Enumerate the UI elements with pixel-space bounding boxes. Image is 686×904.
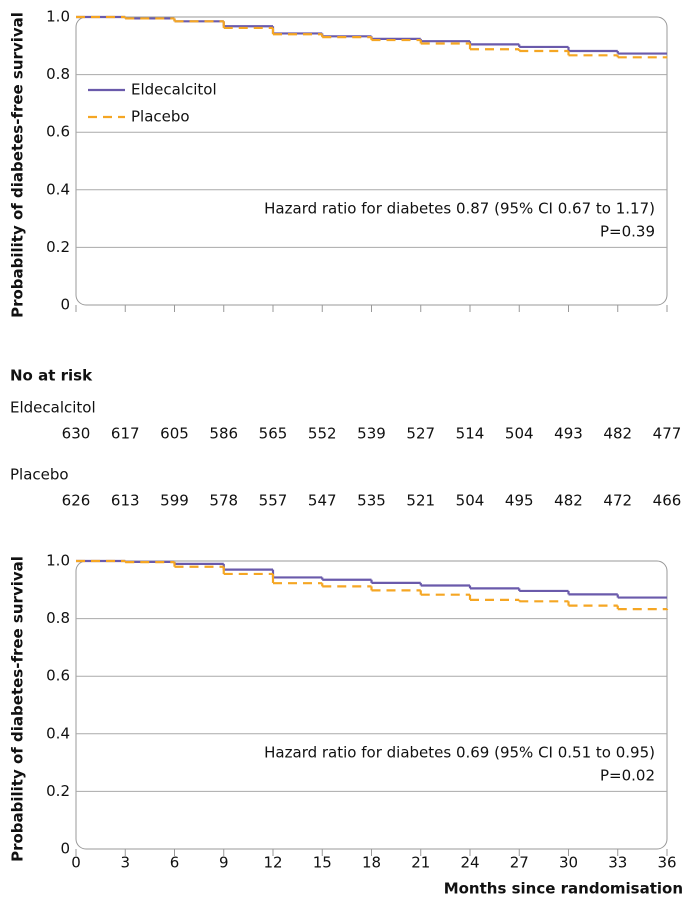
risk-count: 482 <box>603 425 632 443</box>
y-tick-label: 0 <box>60 840 70 858</box>
risk-count: 477 <box>653 425 682 443</box>
plot-frame <box>75 16 668 306</box>
risk-count: 557 <box>259 492 288 510</box>
risk-count: 495 <box>505 492 534 510</box>
risk-count: 539 <box>357 425 386 443</box>
risk-title: No at risk <box>10 367 93 385</box>
y-tick-label: 1.0 <box>46 8 70 26</box>
x-tick-label: 9 <box>219 854 229 872</box>
risk-count: 504 <box>456 492 485 510</box>
x-tick-label: 30 <box>559 854 578 872</box>
y-tick-label: 0.2 <box>46 238 70 256</box>
x-tick-label: 6 <box>170 854 180 872</box>
annotation: P=0.02 <box>600 767 655 785</box>
risk-count: 605 <box>160 425 189 443</box>
risk-count: 617 <box>111 425 140 443</box>
risk-count: 466 <box>653 492 682 510</box>
y-tick-label: 0 <box>60 296 70 314</box>
legend-label: Placebo <box>131 108 190 126</box>
y-tick-label: 0.8 <box>46 609 70 627</box>
y-tick-label: 0.4 <box>46 180 70 198</box>
y-axis-title: Probability of diabetes-free survival <box>9 556 27 862</box>
y-tick-label: 0.6 <box>46 667 70 685</box>
y-tick-label: 0.4 <box>46 724 70 742</box>
y-tick-label: 0.6 <box>46 123 70 141</box>
x-tick-label: 36 <box>657 854 676 872</box>
risk-count: 535 <box>357 492 386 510</box>
risk-count: 586 <box>209 425 238 443</box>
risk-count: 504 <box>505 425 534 443</box>
annotation: Hazard ratio for diabetes 0.69 (95% CI 0… <box>264 744 655 762</box>
x-tick-label: 18 <box>362 854 381 872</box>
legend-label: Eldecalcitol <box>131 81 217 99</box>
annotation: Hazard ratio for diabetes 0.87 (95% CI 0… <box>264 200 655 218</box>
y-tick-label: 0.2 <box>46 782 70 800</box>
risk-count: 552 <box>308 425 337 443</box>
x-axis-title: Months since randomisation <box>444 880 683 898</box>
x-tick-label: 12 <box>263 854 282 872</box>
risk-row-name: Placebo <box>10 466 69 484</box>
risk-count: 493 <box>554 425 583 443</box>
x-tick-label: 24 <box>460 854 479 872</box>
y-axis-title: Probability of diabetes-free survival <box>9 12 27 318</box>
x-tick-label: 15 <box>313 854 332 872</box>
x-tick-label: 3 <box>120 854 130 872</box>
y-tick-label: 1.0 <box>46 552 70 570</box>
risk-count: 599 <box>160 492 189 510</box>
annotation: P=0.39 <box>600 223 655 241</box>
risk-count: 482 <box>554 492 583 510</box>
x-tick-label: 21 <box>411 854 430 872</box>
risk-count: 527 <box>406 425 435 443</box>
x-tick-label: 27 <box>510 854 529 872</box>
risk-count: 613 <box>111 492 140 510</box>
plot-frame <box>75 560 668 850</box>
y-tick-label: 0.8 <box>46 65 70 83</box>
risk-count: 626 <box>62 492 91 510</box>
risk-count: 565 <box>259 425 288 443</box>
risk-count: 521 <box>406 492 435 510</box>
risk-count: 514 <box>456 425 485 443</box>
risk-count: 547 <box>308 492 337 510</box>
risk-row-name: Eldecalcitol <box>10 399 96 417</box>
risk-count: 472 <box>603 492 632 510</box>
x-tick-label: 33 <box>608 854 627 872</box>
x-tick-label: 0 <box>71 854 81 872</box>
risk-count: 578 <box>209 492 238 510</box>
risk-count: 630 <box>62 425 91 443</box>
